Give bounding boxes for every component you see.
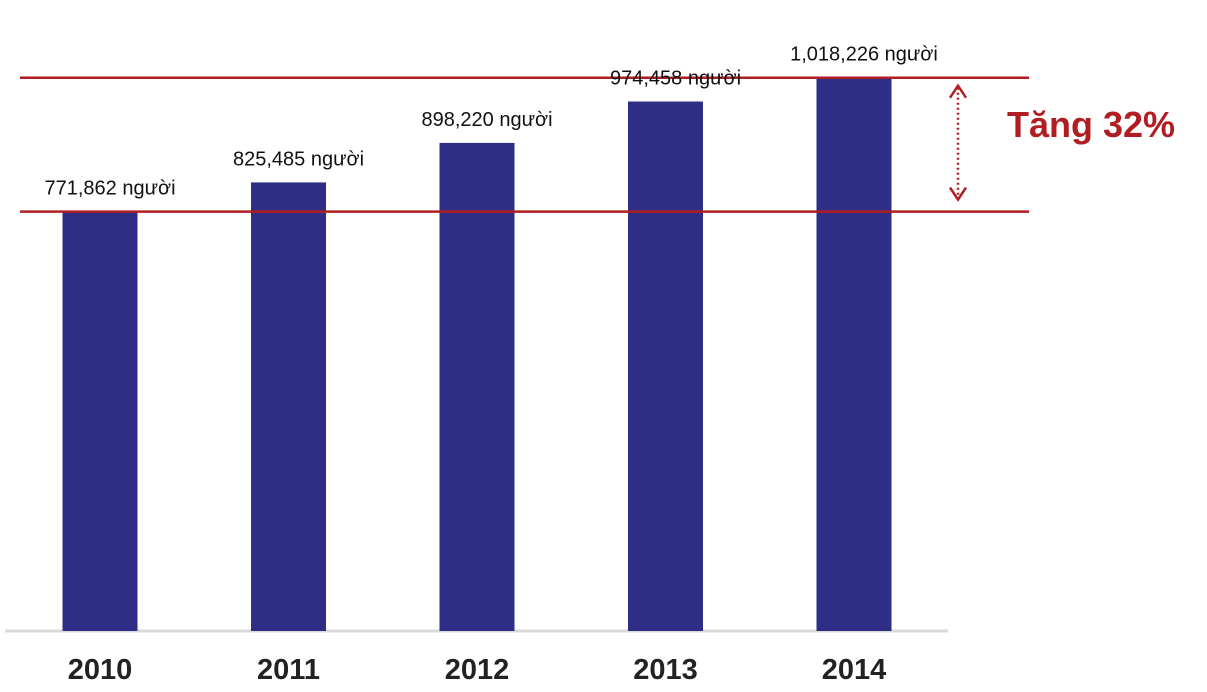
data-label-2014: 1,018,226 người — [790, 44, 938, 66]
data-labels-layer: 771,862 người 825,485 người 898,220 người 9… — [44, 44, 937, 200]
data-label-2010: 771,862 người — [44, 178, 175, 200]
bar-2011 — [251, 182, 326, 631]
bar-2010 — [62, 211, 138, 631]
bar-2014 — [816, 77, 892, 631]
bar-2012 — [439, 142, 515, 631]
bars-layer — [62, 77, 892, 631]
data-label-2013: 974,458 người — [610, 68, 741, 90]
reference-lines-layer — [20, 76, 1029, 213]
arrow-up-icon — [948, 83, 968, 99]
category-label-2013: 2013 — [633, 654, 698, 686]
category-labels-layer: 2010 2011 2012 2013 2014 — [68, 654, 887, 686]
category-label-2014: 2014 — [822, 654, 887, 686]
category-label-2010: 2010 — [68, 654, 133, 686]
bar-2013 — [628, 101, 703, 631]
increase-annotation: Tăng 32% — [948, 83, 1175, 202]
data-label-2011: 825,485 người — [233, 148, 364, 170]
data-label-2012: 898,220 người — [421, 109, 552, 131]
arrow-down-icon — [948, 186, 968, 202]
category-label-2012: 2012 — [445, 654, 510, 686]
category-label-2011: 2011 — [257, 654, 320, 686]
increase-label: Tăng 32% — [1007, 104, 1175, 145]
